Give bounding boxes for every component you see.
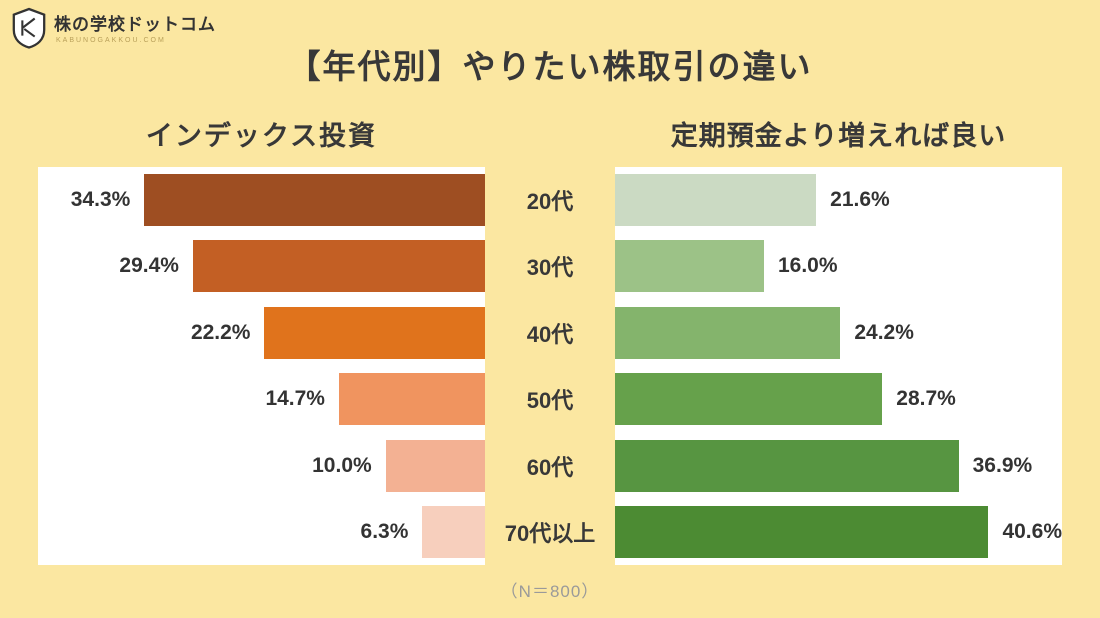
category-axis: 20代 30代 40代 50代 60代 70代以上 — [485, 167, 615, 565]
brand-name: 株の学校ドットコム — [54, 15, 216, 35]
chart-row: 14.7% — [38, 373, 485, 426]
bar — [144, 174, 485, 226]
header: 株の学校ドットコム KABUNOGAKKOU.COM 【年代別】やりたい株取引の… — [0, 0, 1100, 96]
bar — [615, 439, 959, 492]
value-label: 6.3% — [360, 519, 409, 543]
bar — [264, 306, 485, 359]
category-label: 60代 — [526, 454, 574, 480]
category-label: 50代 — [526, 388, 574, 414]
chart-row: 34.3% — [38, 174, 485, 226]
value-label: 21.6% — [830, 188, 890, 211]
bar — [615, 505, 989, 558]
chart-row: 22.2% — [38, 306, 485, 359]
bar — [338, 373, 485, 426]
chart-row: 24.2% — [615, 306, 1062, 359]
value-label: 14.7% — [265, 387, 325, 411]
logo: 株の学校ドットコム KABUNOGAKKOU.COM — [10, 7, 216, 54]
category-label: 30代 — [526, 255, 574, 281]
value-label: 24.2% — [854, 320, 914, 344]
bar — [615, 240, 764, 293]
bar — [192, 240, 485, 293]
value-label: 34.3% — [70, 188, 131, 211]
chart-row: 29.4% — [38, 240, 485, 293]
chart-row: 40.6% — [615, 505, 1062, 558]
bar — [615, 373, 883, 426]
charts-area: 34.3% 29.4% 22.2% 14.7% 10.0% 6.3% 20代 3… — [38, 167, 1062, 565]
shield-icon — [10, 7, 48, 54]
chart-panel-left: 34.3% 29.4% 22.2% 14.7% 10.0% 6.3% — [38, 167, 485, 565]
chart-subtitles: インデックス投資 定期預金より増えれば良い — [38, 114, 1062, 153]
value-label: 36.9% — [972, 453, 1033, 477]
page-title: 【年代別】やりたい株取引の違い — [287, 48, 813, 85]
bar — [385, 439, 485, 492]
chart-row: 10.0% — [38, 439, 485, 492]
category-label: 40代 — [526, 321, 574, 347]
value-label: 22.2% — [190, 320, 251, 344]
subtitle-spacer — [485, 114, 615, 153]
category-row: 50代 — [485, 373, 615, 425]
chart-row: 28.7% — [615, 373, 1062, 426]
category-row: 30代 — [485, 240, 615, 292]
category-row: 40代 — [485, 307, 615, 359]
chart-panel-right: 21.6% 16.0% 24.2% 28.7% 36.9% 40.6% — [615, 167, 1062, 565]
value-label: 40.6% — [1002, 519, 1062, 543]
brand-subtitle: KABUNOGAKKOU.COM — [56, 37, 166, 44]
bar — [422, 505, 485, 558]
chart-title-index-investing: インデックス投資 — [145, 121, 378, 151]
category-row: 70代以上 — [485, 506, 615, 558]
sample-size-note: （N＝800） — [500, 582, 600, 601]
logo-text: 株の学校ドットコム KABUNOGAKKOU.COM — [54, 16, 216, 44]
bar — [615, 174, 817, 226]
chart-title-fixed-deposit: 定期預金より増えれば良い — [670, 121, 1007, 151]
value-label: 28.7% — [896, 387, 956, 411]
value-label: 16.0% — [777, 254, 838, 278]
category-label: 20代 — [526, 189, 574, 214]
category-row: 20代 — [485, 174, 615, 226]
chart-row: 36.9% — [615, 439, 1062, 492]
value-label: 10.0% — [312, 453, 372, 477]
chart-row: 16.0% — [615, 240, 1062, 293]
category-row: 60代 — [485, 440, 615, 492]
chart-row: 6.3% — [38, 505, 485, 558]
bar — [615, 306, 841, 359]
value-label: 29.4% — [119, 254, 179, 278]
chart-row: 21.6% — [615, 174, 1062, 226]
category-label: 70代以上 — [504, 520, 596, 546]
